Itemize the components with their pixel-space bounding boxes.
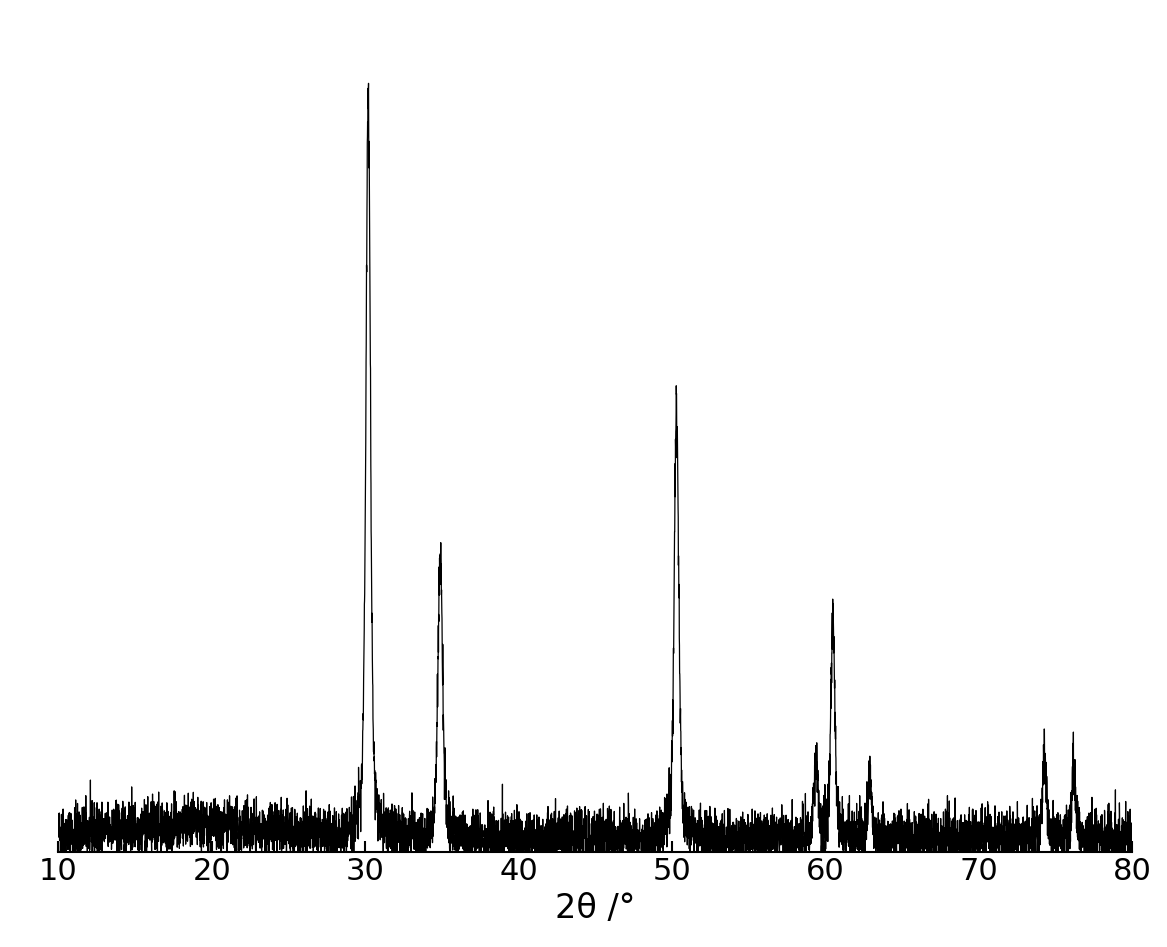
X-axis label: 2θ /°: 2θ /° xyxy=(555,892,635,924)
